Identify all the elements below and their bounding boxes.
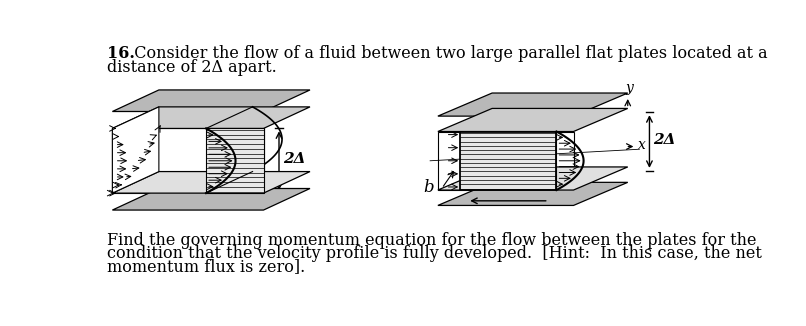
Polygon shape bbox=[112, 188, 310, 210]
Text: momentum flux is zero].: momentum flux is zero]. bbox=[107, 259, 305, 275]
Text: 2Δ: 2Δ bbox=[283, 152, 305, 166]
Polygon shape bbox=[438, 182, 628, 205]
Text: 2Δ: 2Δ bbox=[654, 133, 675, 147]
Text: distance of 2Δ apart.: distance of 2Δ apart. bbox=[107, 59, 276, 76]
Polygon shape bbox=[459, 131, 556, 190]
Text: 16.: 16. bbox=[107, 45, 135, 62]
Polygon shape bbox=[112, 90, 310, 111]
Bar bbox=[459, 131, 556, 190]
Text: x: x bbox=[638, 138, 646, 152]
Polygon shape bbox=[438, 93, 628, 116]
Text: Consider the flow of a fluid between two large parallel flat plates located at a: Consider the flow of a fluid between two… bbox=[124, 45, 767, 62]
Polygon shape bbox=[112, 171, 310, 193]
Polygon shape bbox=[112, 107, 159, 193]
Polygon shape bbox=[112, 128, 264, 193]
Polygon shape bbox=[438, 109, 628, 131]
Text: y: y bbox=[625, 81, 634, 95]
Text: Find the governing momentum equation for the flow between the plates for the: Find the governing momentum equation for… bbox=[107, 232, 757, 249]
Polygon shape bbox=[438, 167, 628, 190]
Polygon shape bbox=[438, 131, 574, 190]
Polygon shape bbox=[112, 107, 310, 128]
Polygon shape bbox=[206, 128, 264, 193]
Text: b: b bbox=[423, 179, 434, 196]
Text: condition that the velocity profile is fully developed.  [Hint:  In this case, t: condition that the velocity profile is f… bbox=[107, 245, 762, 262]
